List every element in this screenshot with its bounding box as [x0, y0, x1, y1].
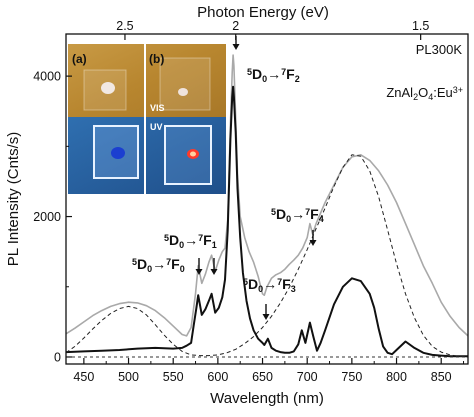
y-axis-title: PL Intensity (Cnts/s): [5, 132, 22, 267]
inset-label-a: (a): [72, 52, 87, 66]
x-tick-label: 550: [163, 370, 184, 384]
y-tick-label: 0: [54, 350, 61, 364]
series-line-2: [66, 85, 468, 358]
x-tick-label: 500: [118, 370, 139, 384]
x-tick-label: 700: [297, 370, 318, 384]
transition-arrowhead-4: [309, 240, 317, 246]
transition-label-0: 5D0→7F0: [132, 256, 185, 274]
transition-arrowhead-2: [232, 44, 240, 50]
top-axis-title: Photon Energy (eV): [197, 4, 329, 21]
vis-sample-b: [178, 88, 188, 96]
top-tick-label: 1.5: [412, 19, 429, 33]
transition-label-2: 5D0→7F2: [247, 66, 300, 84]
inset-label-b: (b): [149, 52, 164, 66]
inset-vis-label: VIS: [150, 103, 165, 113]
inset-vis-panel: [68, 44, 226, 117]
transition-arrowhead-3: [262, 314, 270, 320]
vis-sample-a: [101, 82, 115, 94]
x-tick-label: 850: [431, 370, 452, 384]
x-tick-label: 650: [252, 370, 273, 384]
sample-label: PL300K: [416, 42, 463, 57]
series-line-1: [66, 54, 468, 337]
x-tick-label: 800: [386, 370, 407, 384]
top-tick-label: 2.5: [116, 19, 133, 33]
plot-frame: [65, 33, 469, 365]
series-line-3: [66, 154, 468, 358]
material-label: ZnAl2O4:Eu3+: [386, 85, 463, 102]
vis-slide-b: [159, 57, 211, 111]
transition-arrowhead-0: [195, 269, 203, 275]
photo-inset: (a) (b) VIS UV: [68, 44, 226, 194]
uv-sample-a: [111, 147, 125, 159]
x-tick-label: 600: [207, 370, 228, 384]
y-tick-label: 4000: [33, 70, 61, 84]
y-tick-label: 2000: [33, 210, 61, 224]
transition-arrowhead-1: [210, 269, 218, 275]
transition-label-3: 5D0→7F3: [243, 276, 296, 294]
inset-uv-label: UV: [150, 122, 163, 132]
top-tick-label: 2: [232, 19, 239, 33]
x-axis-title: Wavelength (nm): [210, 390, 324, 407]
x-tick-label: 750: [341, 370, 362, 384]
x-tick-label: 450: [73, 370, 94, 384]
uv-sample-b-glow: [190, 151, 196, 157]
transition-label-1: 5D0→7F1: [164, 232, 217, 250]
transition-label-4: 5D0→7F4: [271, 206, 324, 224]
